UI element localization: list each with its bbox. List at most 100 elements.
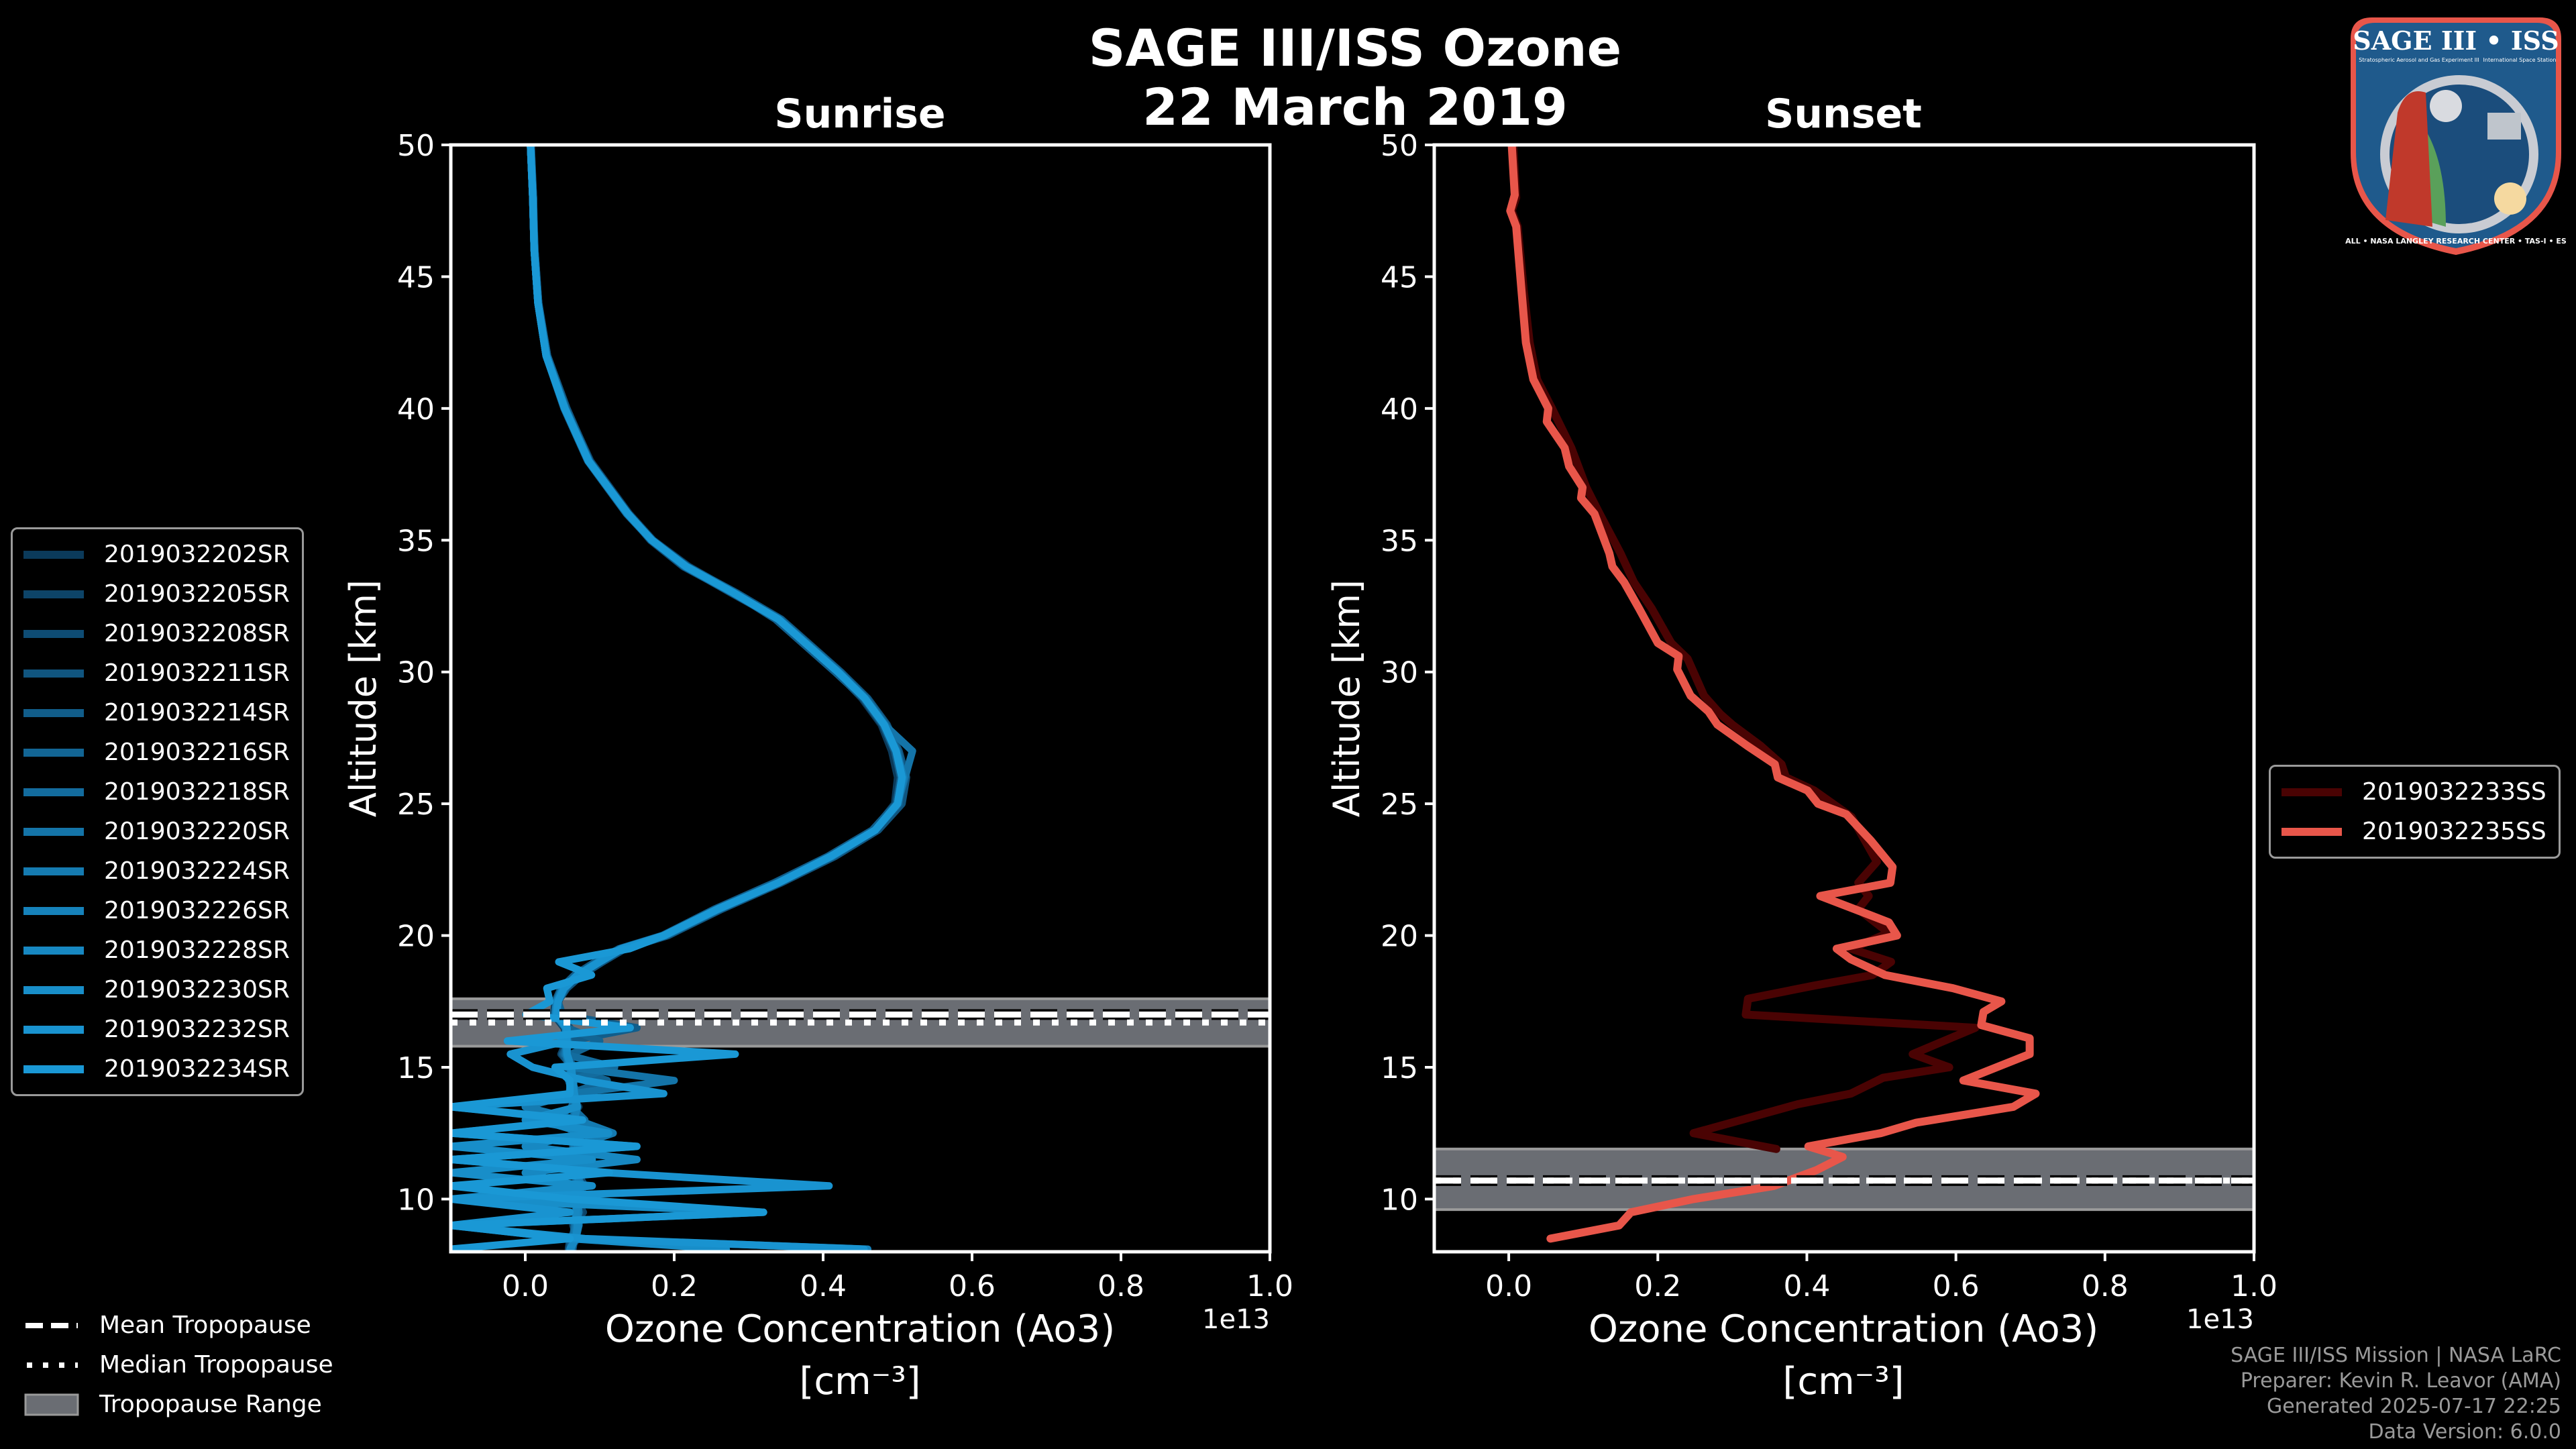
sunrise-y-ticks: 10 15 20 25 30 35 40 45 50	[397, 129, 451, 1217]
legend-swatch	[2282, 827, 2342, 836]
y-tick-label: 25	[1381, 788, 1418, 822]
sunset-x-ticks: 0.0 0.2 0.4 0.6 0.8 1.0	[1485, 1252, 2277, 1303]
legend-item-2019032235SS: 2019032235SS	[2282, 812, 2546, 851]
legend-swatch	[23, 629, 84, 638]
x-tick-label: 1.0	[2231, 1269, 2277, 1303]
sunset-series-group	[1506, 145, 2040, 1243]
legend-item-2019032220SR: 2019032220SR	[23, 812, 290, 851]
x-tick-label: 0.2	[651, 1269, 698, 1303]
legend-item-2019032202SR: 2019032202SR	[23, 535, 290, 574]
legend-label: 2019032233SS	[2362, 778, 2546, 806]
legend-label: Tropopause Range	[99, 1391, 322, 1418]
legend-swatch	[23, 788, 84, 796]
legend-item-2019032226SR: 2019032226SR	[23, 891, 290, 930]
y-tick-label: 15	[397, 1051, 435, 1085]
sunset-x-offset-label: 1e13	[2186, 1304, 2254, 1335]
legend-label: 2019032228SR	[104, 936, 290, 964]
legend-item-2019032230SR: 2019032230SR	[23, 970, 290, 1010]
sunrise-x-axis-units: [cm⁻³]	[799, 1360, 920, 1403]
y-tick-label: 10	[397, 1183, 435, 1217]
legend-item-mean-tropopause: Mean Tropopause	[24, 1305, 333, 1345]
y-tick-label: 45	[397, 260, 435, 294]
series-line-2019032232SR	[451, 145, 906, 1252]
credits-data-version: Data Version: 6.0.0	[2368, 1420, 2561, 1444]
sunset-legend: 2019032233SS 2019032235SS	[2269, 765, 2561, 859]
legend-label: Mean Tropopause	[99, 1311, 311, 1339]
x-tick-label: 0.8	[1097, 1269, 1144, 1303]
dotted-line-icon	[27, 1362, 78, 1368]
legend-label: 2019032208SR	[104, 620, 290, 647]
logo-title: SAGE III • ISS	[2353, 25, 2559, 56]
legend-label: 2019032205SR	[104, 580, 290, 608]
tropopause-legend: Mean Tropopause Median Tropopause Tropop…	[24, 1305, 333, 1424]
legend-swatch	[23, 748, 84, 757]
legend-item-2019032234SR: 2019032234SR	[23, 1049, 290, 1089]
series-line-2019032234SR	[451, 145, 906, 1252]
gray-band-icon	[24, 1393, 79, 1415]
y-tick-label: 15	[1381, 1051, 1418, 1085]
y-tick-label: 30	[1381, 656, 1418, 690]
legend-swatch	[23, 669, 84, 678]
y-tick-label: 50	[397, 129, 435, 163]
sunrise-x-axis-label: Ozone Concentration (Ao3)	[605, 1307, 1115, 1351]
moon-icon	[2430, 90, 2462, 122]
legend-item-2019032233SS: 2019032233SS	[2282, 772, 2546, 812]
legend-label: 2019032232SR	[104, 1016, 290, 1043]
y-tick-label: 35	[1381, 524, 1418, 558]
legend-swatch	[23, 550, 84, 559]
legend-swatch	[23, 906, 84, 915]
sunrise-x-offset-label: 1e13	[1202, 1304, 1270, 1335]
legend-item-2019032228SR: 2019032228SR	[23, 930, 290, 970]
legend-swatch	[23, 867, 84, 875]
legend-item-2019032214SR: 2019032214SR	[23, 693, 290, 733]
sun-icon	[2494, 182, 2526, 215]
legend-swatch	[23, 827, 84, 836]
legend-label: 2019032218SR	[104, 778, 290, 806]
legend-item-2019032232SR: 2019032232SR	[23, 1010, 290, 1049]
sunset-x-axis-units: [cm⁻³]	[1782, 1360, 1904, 1403]
sunrise-series-group	[451, 145, 916, 1252]
legend-item-2019032224SR: 2019032224SR	[23, 851, 290, 891]
logo-subtitle-right: International Space Station	[2483, 57, 2557, 63]
legend-swatch	[23, 708, 84, 717]
credits-block: SAGE III/ISS Mission | NASA LaRC Prepare…	[2231, 1343, 2561, 1445]
legend-item-tropopause-range: Tropopause Range	[24, 1385, 333, 1424]
legend-item-2019032218SR: 2019032218SR	[23, 772, 290, 812]
x-tick-label: 1.0	[1246, 1269, 1293, 1303]
series-line-2019032233SS	[1507, 145, 1980, 1153]
figure-title-line2: 22 March 2019	[1142, 77, 1568, 137]
legend-swatch	[23, 590, 84, 598]
y-tick-label: 20	[397, 920, 435, 954]
x-tick-label: 0.2	[1634, 1269, 1681, 1303]
credits-mission: SAGE III/ISS Mission | NASA LaRC	[2231, 1344, 2561, 1367]
legend-item-2019032208SR: 2019032208SR	[23, 614, 290, 653]
sunrise-tropopause-lines	[451, 1009, 1270, 1026]
x-tick-label: 0.0	[502, 1269, 549, 1303]
credits-generated: Generated 2025-07-17 22:25	[2266, 1395, 2561, 1418]
sunrise-x-ticks: 0.0 0.2 0.4 0.6 0.8 1.0	[502, 1252, 1293, 1303]
x-tick-label: 0.4	[800, 1269, 847, 1303]
y-tick-label: 45	[1381, 260, 1418, 294]
legend-label: 2019032220SR	[104, 818, 290, 845]
legend-label: 2019032211SR	[104, 659, 290, 687]
sunset-title: Sunset	[1765, 91, 1922, 138]
x-tick-label: 0.6	[949, 1269, 996, 1303]
legend-label: 2019032234SR	[104, 1055, 290, 1083]
sage-iii-iss-logo: SAGE III • ISS Stratospheric Aerosol and…	[2345, 17, 2567, 255]
x-tick-label: 0.6	[1933, 1269, 1980, 1303]
legend-label: 2019032224SR	[104, 857, 290, 885]
logo-ring-text: BALL • NASA LANGLEY RESEARCH CENTER • TA…	[2345, 237, 2567, 246]
y-tick-label: 30	[397, 656, 435, 690]
sunrise-y-axis-label: Altitude [km]	[342, 580, 384, 817]
legend-item-2019032216SR: 2019032216SR	[23, 733, 290, 772]
y-tick-label: 50	[1381, 129, 1418, 163]
sunset-y-ticks: 10 15 20 25 30 35 40 45 50	[1381, 129, 1434, 1217]
legend-item-2019032211SR: 2019032211SR	[23, 653, 290, 693]
legend-label: 2019032214SR	[104, 699, 290, 727]
series-line-2019032230SR	[451, 145, 906, 1252]
wizard-figure	[2385, 91, 2432, 227]
x-tick-label: 0.4	[1783, 1269, 1830, 1303]
